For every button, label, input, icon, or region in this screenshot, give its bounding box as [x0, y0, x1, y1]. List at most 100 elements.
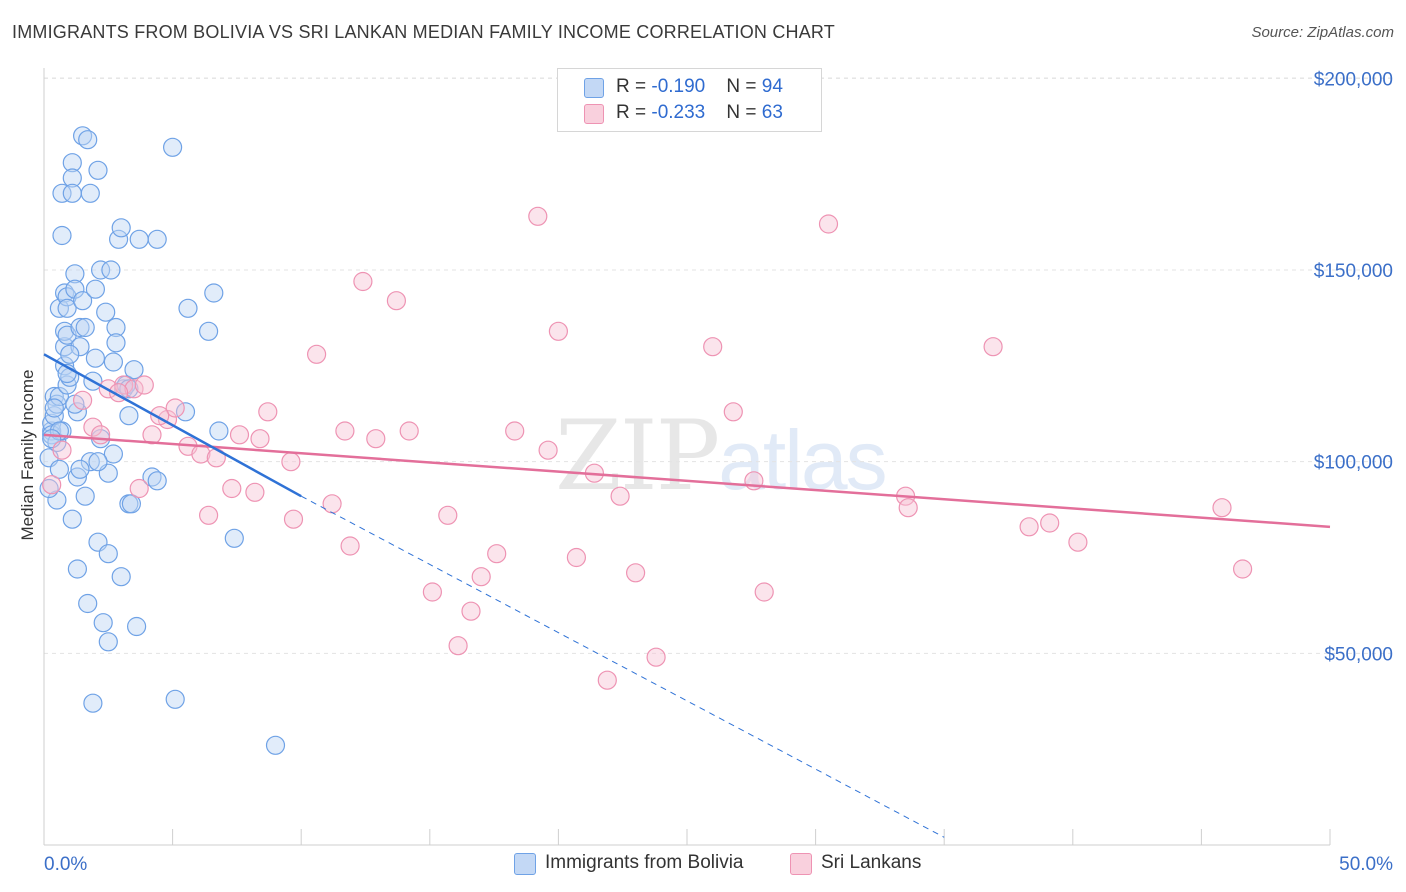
point-bolivia	[178, 298, 198, 318]
point-srilankan	[754, 582, 774, 602]
point-bolivia	[44, 386, 64, 407]
point-bolivia	[75, 486, 95, 506]
legend-n-label: N =	[726, 76, 762, 97]
point-bolivia	[103, 444, 124, 464]
point-bolivia	[67, 402, 88, 422]
trend-lines	[43, 353, 1331, 838]
point-bolivia	[75, 317, 95, 338]
axes	[43, 68, 1331, 846]
point-bolivia	[265, 735, 286, 755]
point-bolivia	[111, 218, 131, 238]
watermark-zip: ZIP	[555, 400, 720, 512]
point-srilankan	[528, 206, 548, 226]
point-srilankan	[129, 478, 149, 499]
point-srilankan	[134, 375, 154, 395]
y-tick-label: $50,000	[1324, 644, 1393, 665]
point-bolivia	[224, 528, 244, 548]
point-bolivia	[103, 352, 124, 372]
point-srilankan	[610, 486, 630, 506]
series-srilankan-points	[42, 206, 1253, 690]
point-srilankan	[646, 647, 666, 667]
point-srilankan	[366, 429, 386, 449]
point-bolivia	[106, 317, 126, 338]
chart-title: IMMIGRANTS FROM BOLIVIA VS SRI LANKAN ME…	[12, 22, 835, 42]
x-tick-label: 0.0%	[44, 854, 87, 875]
point-srilankan	[703, 337, 723, 357]
point-srilankan	[566, 547, 587, 568]
point-bolivia	[85, 279, 106, 299]
point-srilankan	[983, 337, 1003, 357]
point-srilankan	[1019, 517, 1039, 537]
point-bolivia	[111, 567, 131, 587]
grid-lines	[44, 77, 1395, 654]
point-bolivia	[57, 298, 77, 318]
point-srilankan	[335, 421, 355, 441]
point-srilankan	[199, 505, 219, 525]
point-srilankan	[353, 271, 373, 292]
point-bolivia	[129, 229, 149, 249]
point-bolivia	[142, 467, 162, 487]
legend-n-label: N =	[726, 102, 762, 123]
point-bolivia	[121, 494, 141, 514]
point-bolivia	[44, 398, 64, 418]
bottom-legend-swatch-bolivia	[514, 853, 536, 875]
point-bolivia	[49, 386, 70, 407]
point-srilankan	[258, 402, 278, 422]
point-srilankan	[83, 417, 103, 437]
point-srilankan	[487, 544, 507, 564]
point-srilankan	[386, 291, 406, 311]
point-bolivia	[62, 183, 82, 203]
point-srilankan	[422, 582, 442, 602]
point-srilankan	[1040, 513, 1060, 533]
point-srilankan	[307, 344, 327, 364]
point-bolivia	[52, 225, 72, 246]
point-bolivia	[44, 406, 64, 426]
point-srilankan	[399, 421, 419, 441]
point-srilankan	[245, 482, 265, 502]
point-bolivia	[72, 291, 93, 311]
point-srilankan	[723, 402, 743, 422]
point-srilankan	[597, 670, 617, 690]
point-bolivia	[147, 229, 167, 249]
point-bolivia	[175, 402, 196, 422]
point-srilankan	[1232, 559, 1253, 579]
point-bolivia	[52, 183, 72, 203]
point-bolivia	[49, 459, 70, 479]
point-bolivia	[49, 298, 70, 318]
trend-line-bolivia-extension	[300, 495, 945, 838]
tick-labels: $50,000 $100,000 $150,000 $200,000 0.0% 50.0%	[44, 69, 1393, 875]
point-bolivia	[101, 260, 121, 280]
point-bolivia	[70, 337, 90, 357]
point-bolivia	[90, 260, 111, 280]
point-bolivia	[70, 317, 90, 338]
point-bolivia	[67, 559, 88, 579]
legend-n-value-srilankan: 63	[761, 102, 783, 123]
bottom-legend-swatch-srilankan	[790, 853, 812, 875]
point-bolivia	[88, 160, 108, 180]
point-bolivia	[57, 287, 77, 307]
point-srilankan	[283, 509, 304, 529]
point-srilankan	[281, 452, 301, 472]
watermark: ZIPatlas	[555, 400, 888, 512]
point-bolivia	[98, 632, 118, 652]
point-srilankan	[448, 636, 468, 656]
point-bolivia	[47, 490, 67, 510]
point-bolivia	[209, 421, 229, 441]
legend-swatch-bolivia	[584, 78, 604, 98]
point-srilankan	[461, 601, 481, 621]
point-bolivia	[70, 459, 90, 479]
point-bolivia	[62, 153, 82, 173]
point-bolivia	[80, 183, 100, 203]
bottom-legend-label-bolivia: Immigrants from Bolivia	[545, 852, 744, 873]
point-srilankan	[165, 398, 185, 418]
legend-swatch-srilankan	[584, 104, 604, 124]
point-bolivia	[106, 333, 126, 353]
point-bolivia	[62, 509, 82, 529]
point-srilankan	[52, 440, 72, 460]
y-tick-label: $100,000	[1314, 453, 1393, 474]
point-srilankan	[818, 214, 839, 234]
point-srilankan	[322, 494, 342, 514]
y-tick-label: $200,000	[1314, 69, 1393, 90]
legend-r-label: R =	[616, 76, 652, 97]
